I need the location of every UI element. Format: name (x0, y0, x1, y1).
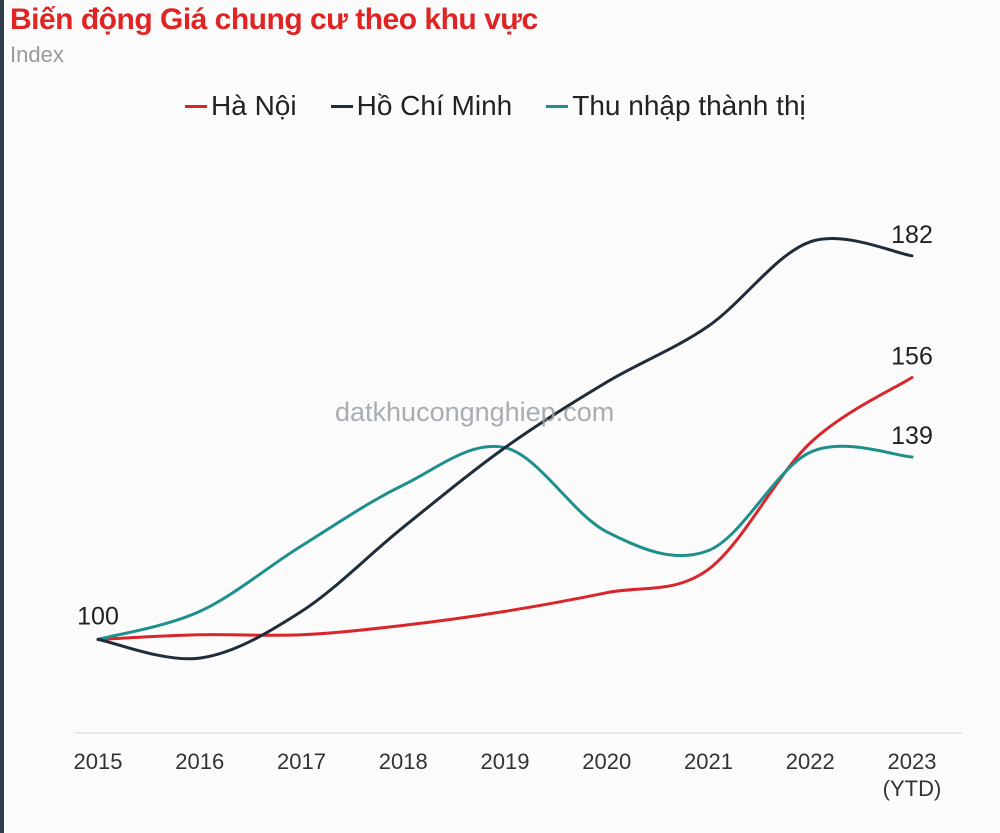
x-tick-label: 2017 (277, 749, 326, 774)
legend-item-1: Hồ Chí Minh (330, 90, 513, 122)
x-tick-label: 2015 (74, 749, 123, 774)
legend-item-2: Thu nhập thành thị (546, 90, 806, 122)
left-border (0, 0, 4, 833)
legend-swatch (185, 104, 207, 108)
x-tick-label: 2020 (582, 749, 631, 774)
legend-item-0: Hà Nội (185, 90, 297, 122)
x-tick-label: 2021 (684, 749, 733, 774)
data-label: 139 (891, 422, 933, 450)
chart-subtitle: Index (10, 42, 64, 67)
legend-label: Hà Nội (211, 90, 297, 121)
chart-title: Biến động Giá chung cư theo khu vực (10, 3, 538, 36)
x-tick-label: 2019 (481, 749, 530, 774)
x-tick-label: 2016 (175, 749, 224, 774)
watermark-text: datkhucongnghiep.com (335, 397, 615, 427)
x-tick-label: 2023 (YTD) (883, 749, 942, 801)
data-label: 182 (891, 221, 933, 249)
x-tick-labels: 2015 2016 2017 2018 2019 2020 2021 2022 2023 (YTD… (74, 749, 942, 801)
series-line-1 (96, 237, 914, 661)
legend-label: Hồ Chí Minh (356, 90, 513, 121)
series-layer (96, 237, 914, 661)
x-tick-label: 2022 (786, 749, 835, 774)
data-labels: 100 182 156 139 (77, 221, 933, 631)
data-label: 100 (77, 602, 119, 630)
chart-legend: Hà Nội Hồ Chí Minh Thu nhập thành thị (185, 90, 806, 122)
legend-swatch (330, 104, 353, 108)
legend-swatch (546, 104, 569, 108)
x-tick-label: 2018 (379, 749, 428, 774)
data-label: 156 (891, 342, 933, 370)
legend-label: Thu nhập thành thị (572, 90, 806, 121)
